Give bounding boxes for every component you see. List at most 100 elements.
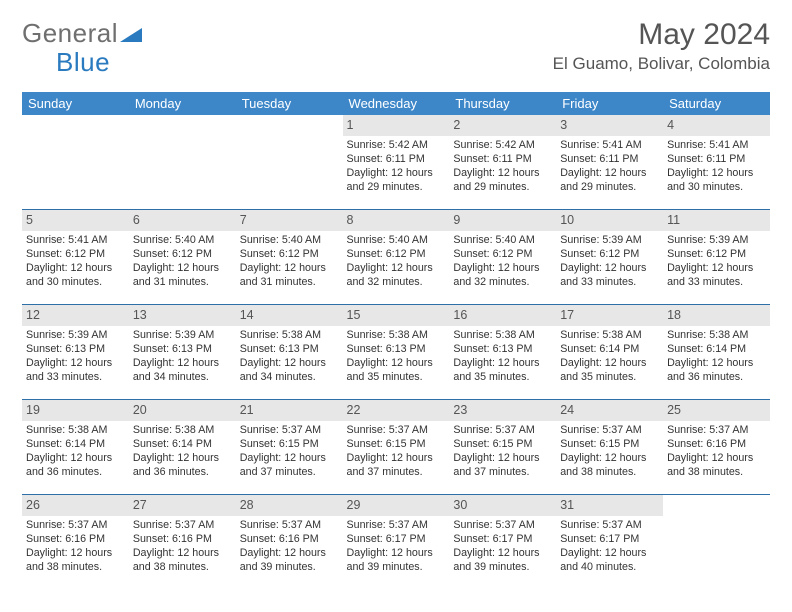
calendar-cell: 14Sunrise: 5:38 AMSunset: 6:13 PMDayligh… [236, 305, 343, 400]
brand-part2: Blue [56, 47, 110, 77]
sunset-text: Sunset: 6:13 PM [347, 342, 446, 356]
calendar-cell: 2 Sunrise: 5:42 AMSunset: 6:11 PMDaylight… [449, 115, 556, 210]
title-block: May 2024 El Guamo, Bolivar, Colombia [553, 18, 770, 74]
day-number: 30 [449, 495, 556, 516]
day-number: 13 [129, 305, 236, 326]
weekday-header: Tuesday [236, 92, 343, 115]
sunset-text: Sunset: 6:17 PM [453, 532, 552, 546]
calendar-page: General Blue May 2024 El Guamo, Bolivar,… [0, 0, 792, 601]
dl2-text: and 34 minutes. [133, 370, 232, 384]
calendar-cell: 18Sunrise: 5:38 AMSunset: 6:14 PMDayligh… [663, 305, 770, 400]
calendar-cell: 22Sunrise: 5:37 AMSunset: 6:15 PMDayligh… [343, 400, 450, 495]
day-number: 29 [343, 495, 450, 516]
day-number: 11 [663, 210, 770, 231]
sunset-text: Sunset: 6:17 PM [560, 532, 659, 546]
sunrise-text: Sunrise: 5:37 AM [560, 423, 659, 437]
day-number: 7 [236, 210, 343, 231]
dl2-text: and 31 minutes. [240, 275, 339, 289]
dl2-text: and 38 minutes. [133, 560, 232, 574]
dl2-text: and 37 minutes. [240, 465, 339, 479]
day-number: 3 [556, 115, 663, 136]
dl1-text: Daylight: 12 hours [347, 261, 446, 275]
calendar-cell: 30 Sunrise: 5:37 AMSunset: 6:17 PMDayligh… [449, 495, 556, 590]
sunrise-text: Sunrise: 5:37 AM [667, 423, 766, 437]
dl2-text: and 29 minutes. [347, 180, 446, 194]
sunset-text: Sunset: 6:11 PM [560, 152, 659, 166]
day-number: 17 [556, 305, 663, 326]
dl2-text: and 38 minutes. [560, 465, 659, 479]
day-number: 26 [22, 495, 129, 516]
calendar-cell: 4Sunrise: 5:41 AMSunset: 6:11 PMDaylight… [663, 115, 770, 210]
sunset-text: Sunset: 6:14 PM [560, 342, 659, 356]
sunrise-text: Sunrise: 5:38 AM [453, 328, 552, 342]
sunrise-text: Sunrise: 5:38 AM [347, 328, 446, 342]
weekday-header: Thursday [449, 92, 556, 115]
dl2-text: and 39 minutes. [347, 560, 446, 574]
sunset-text: Sunset: 6:11 PM [453, 152, 552, 166]
dl1-text: Daylight: 12 hours [26, 261, 125, 275]
dl2-text: and 40 minutes. [560, 560, 659, 574]
sunrise-text: Sunrise: 5:42 AM [453, 138, 552, 152]
sunrise-text: Sunrise: 5:37 AM [453, 518, 552, 532]
calendar-cell: 31Sunrise: 5:37 AMSunset: 6:17 PMDayligh… [556, 495, 663, 590]
sunrise-text: Sunrise: 5:37 AM [560, 518, 659, 532]
dl1-text: Daylight: 12 hours [453, 546, 552, 560]
dl1-text: Daylight: 12 hours [453, 451, 552, 465]
dl1-text: Daylight: 12 hours [347, 451, 446, 465]
day-number: 5 [22, 210, 129, 231]
day-number: 28 [236, 495, 343, 516]
sunset-text: Sunset: 6:14 PM [133, 437, 232, 451]
dl2-text: and 37 minutes. [453, 465, 552, 479]
sunset-text: Sunset: 6:11 PM [347, 152, 446, 166]
dl1-text: Daylight: 12 hours [240, 261, 339, 275]
dl1-text: Daylight: 12 hours [240, 356, 339, 370]
sunrise-text: Sunrise: 5:37 AM [347, 423, 446, 437]
dl1-text: Daylight: 12 hours [453, 356, 552, 370]
calendar-cell [129, 115, 236, 210]
calendar-cell: 17Sunrise: 5:38 AMSunset: 6:14 PMDayligh… [556, 305, 663, 400]
day-number: 8 [343, 210, 450, 231]
sunrise-text: Sunrise: 5:40 AM [453, 233, 552, 247]
sunset-text: Sunset: 6:13 PM [133, 342, 232, 356]
weekday-header: Saturday [663, 92, 770, 115]
calendar-cell: 26Sunrise: 5:37 AMSunset: 6:16 PMDayligh… [22, 495, 129, 590]
calendar-week: 26Sunrise: 5:37 AMSunset: 6:16 PMDayligh… [22, 495, 770, 590]
calendar-body: 1Sunrise: 5:42 AMSunset: 6:11 PMDaylight… [22, 115, 770, 589]
calendar-cell: 16Sunrise: 5:38 AMSunset: 6:13 PMDayligh… [449, 305, 556, 400]
calendar-cell: 25Sunrise: 5:37 AMSunset: 6:16 PMDayligh… [663, 400, 770, 495]
day-number: 1 [343, 115, 450, 136]
brand-part1: General [22, 18, 118, 48]
dl2-text: and 30 minutes. [26, 275, 125, 289]
calendar-header: SundayMondayTuesdayWednesdayThursdayFrid… [22, 92, 770, 115]
dl2-text: and 38 minutes. [667, 465, 766, 479]
dl2-text: and 29 minutes. [453, 180, 552, 194]
dl2-text: and 32 minutes. [347, 275, 446, 289]
dl1-text: Daylight: 12 hours [133, 451, 232, 465]
dl1-text: Daylight: 12 hours [560, 356, 659, 370]
calendar-cell: 23Sunrise: 5:37 AMSunset: 6:15 PMDayligh… [449, 400, 556, 495]
calendar-cell: 20Sunrise: 5:38 AMSunset: 6:14 PMDayligh… [129, 400, 236, 495]
calendar-cell: 10Sunrise: 5:39 AMSunset: 6:12 PMDayligh… [556, 210, 663, 305]
dl1-text: Daylight: 12 hours [133, 261, 232, 275]
dl2-text: and 31 minutes. [133, 275, 232, 289]
dl2-text: and 35 minutes. [347, 370, 446, 384]
day-number: 21 [236, 400, 343, 421]
sunrise-text: Sunrise: 5:38 AM [240, 328, 339, 342]
sunset-text: Sunset: 6:12 PM [133, 247, 232, 261]
day-number: 2 [449, 115, 556, 136]
calendar-cell [236, 115, 343, 210]
dl1-text: Daylight: 12 hours [347, 166, 446, 180]
calendar-cell: 3Sunrise: 5:41 AMSunset: 6:11 PMDaylight… [556, 115, 663, 210]
sunrise-text: Sunrise: 5:39 AM [667, 233, 766, 247]
dl1-text: Daylight: 12 hours [667, 261, 766, 275]
dl1-text: Daylight: 12 hours [347, 546, 446, 560]
sunset-text: Sunset: 6:12 PM [667, 247, 766, 261]
sunrise-text: Sunrise: 5:40 AM [347, 233, 446, 247]
dl1-text: Daylight: 12 hours [453, 166, 552, 180]
day-number: 6 [129, 210, 236, 231]
sunset-text: Sunset: 6:12 PM [453, 247, 552, 261]
sunrise-text: Sunrise: 5:41 AM [26, 233, 125, 247]
dl1-text: Daylight: 12 hours [560, 546, 659, 560]
calendar-cell: 29Sunrise: 5:37 AMSunset: 6:17 PMDayligh… [343, 495, 450, 590]
calendar-week: 5Sunrise: 5:41 AMSunset: 6:12 PMDaylight… [22, 210, 770, 305]
